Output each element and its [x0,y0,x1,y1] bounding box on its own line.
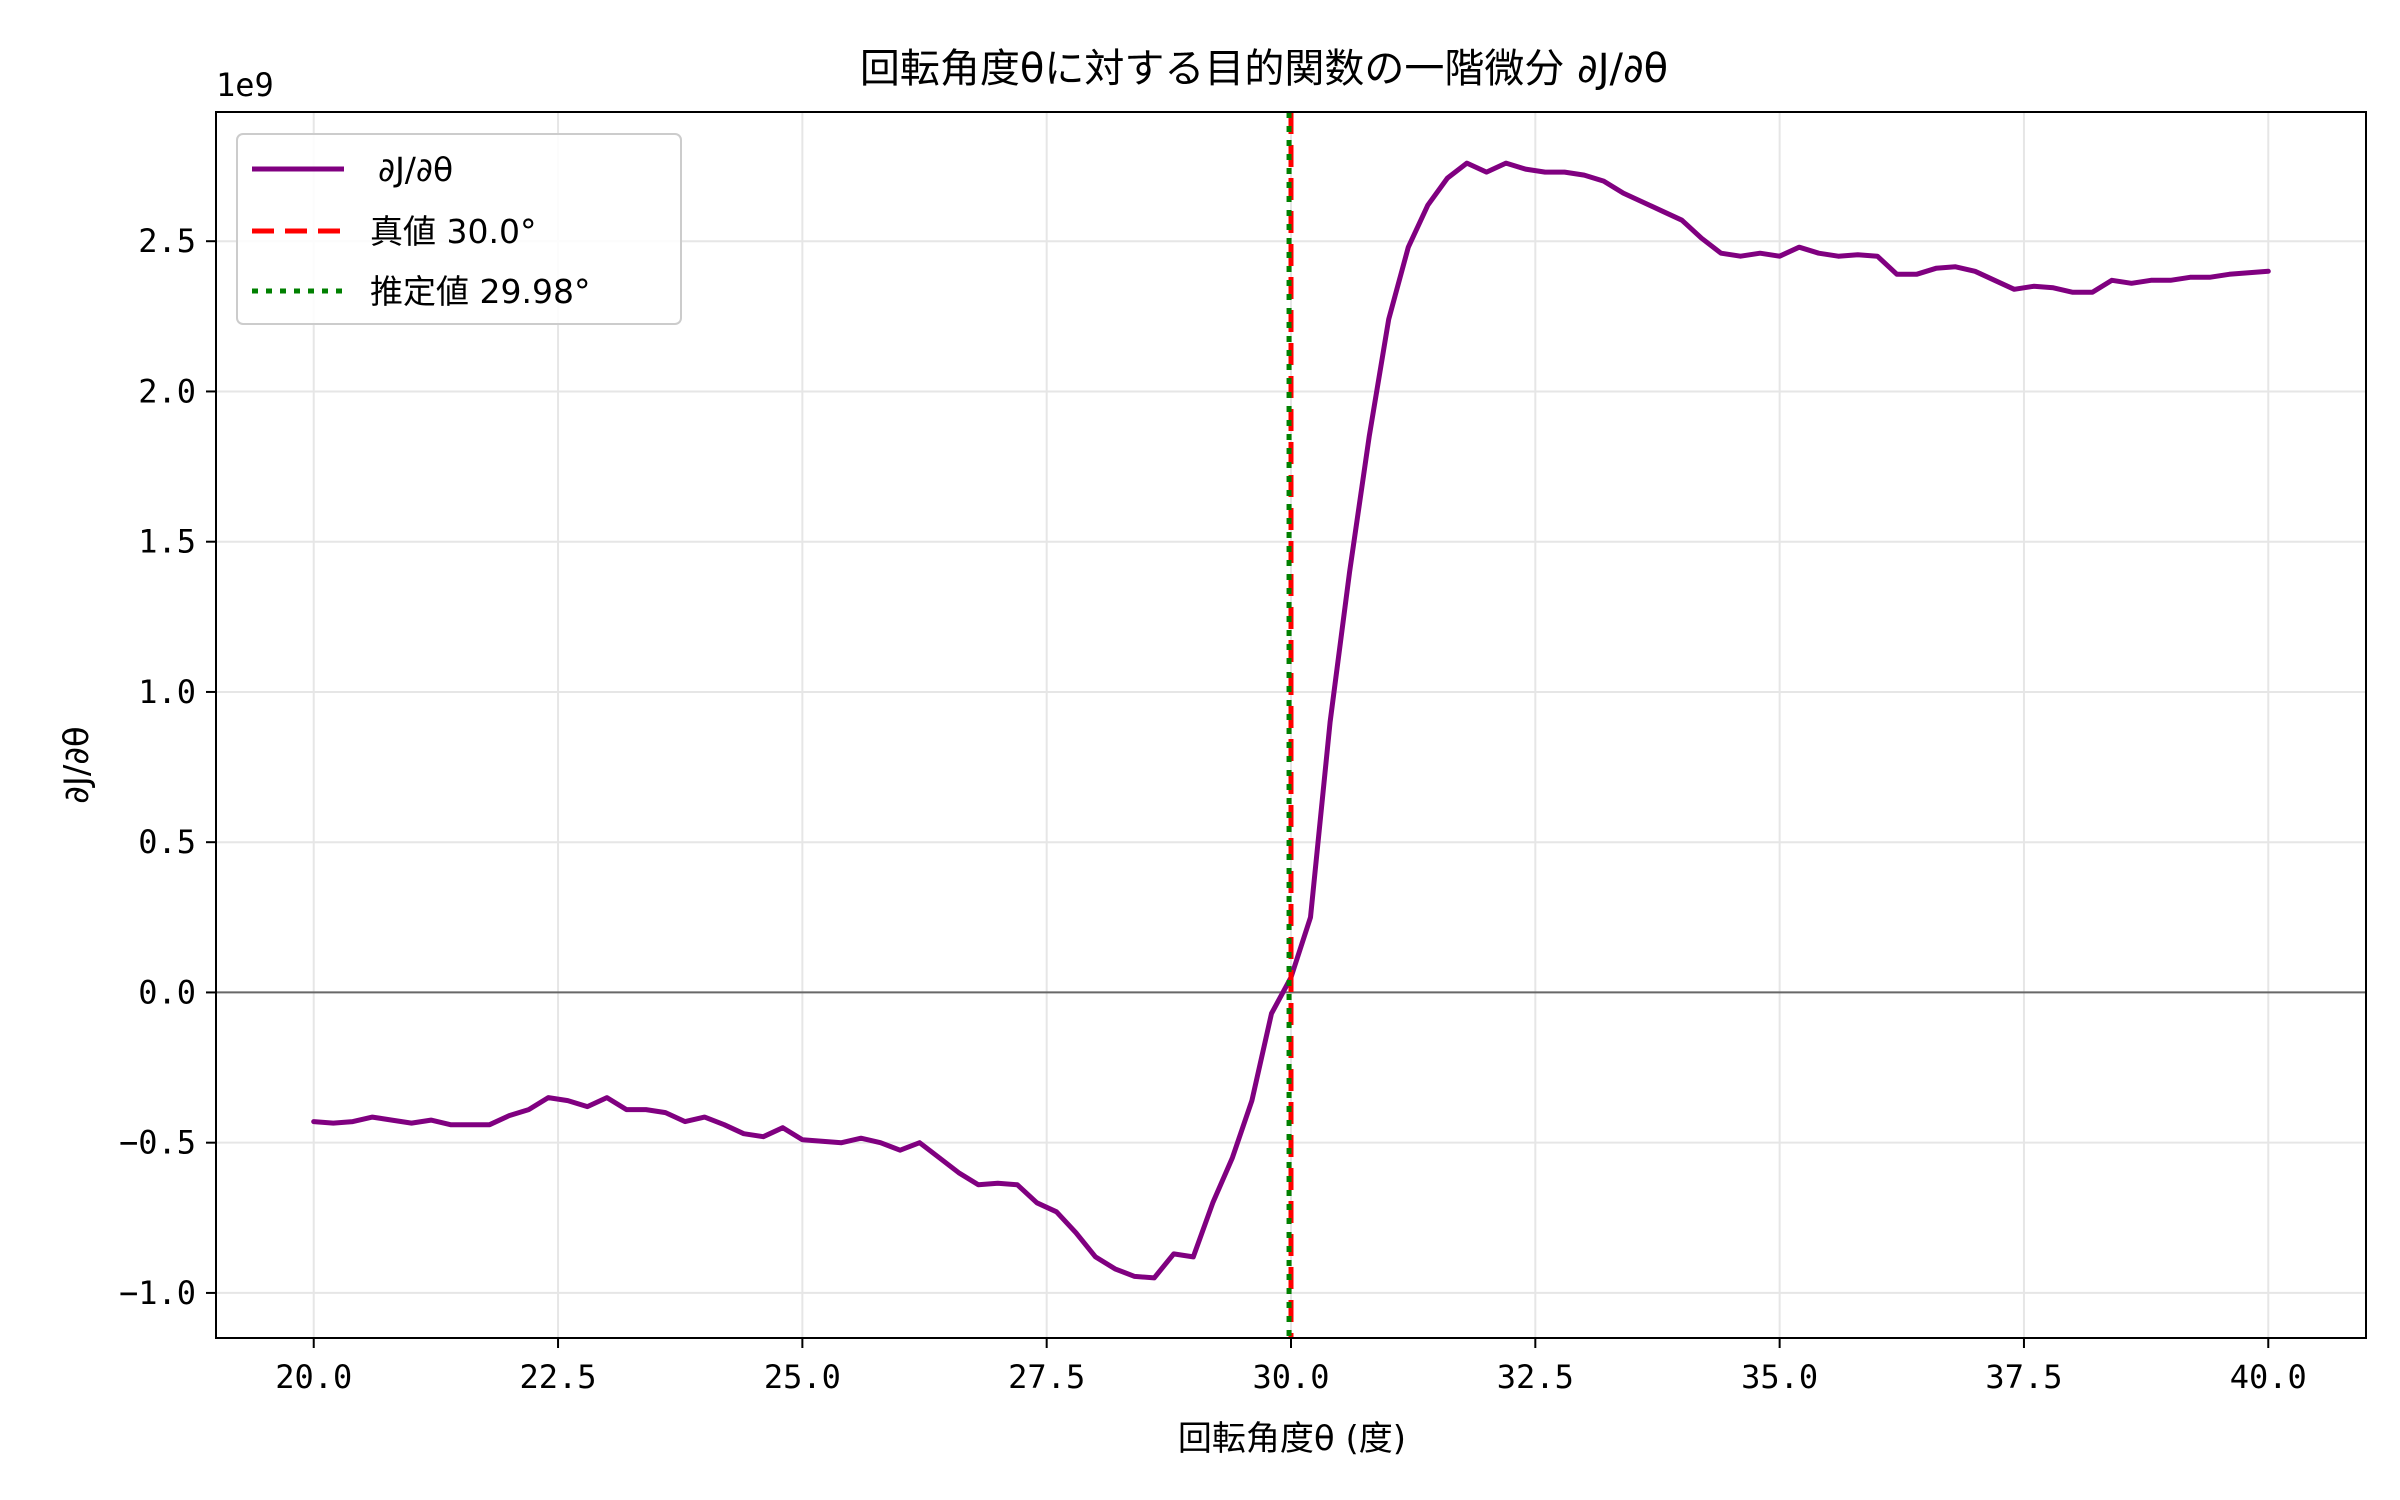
chart-title: 回転角度θに対する目的関数の一階微分 ∂J/∂θ [860,46,1668,92]
x-tick-label: 30.0 [1252,1358,1329,1396]
x-tick-label: 37.5 [1985,1358,2062,1396]
x-tick-label: 32.5 [1497,1358,1574,1396]
legend: ∂J/∂θ 真値 30.0° 推定値 29.98° [236,133,682,325]
legend-box [236,133,682,325]
x-tick-label: 27.5 [1008,1358,1085,1396]
y-tick-label: 0.5 [138,823,196,861]
y-tick-label: −0.5 [119,1124,196,1162]
y-tick-label: 0.0 [138,973,196,1011]
y-tick-label: 2.5 [138,222,196,260]
legend-label-derivative: ∂J/∂θ [378,150,453,189]
x-tick-label: 25.0 [764,1358,841,1396]
y-axis-label: ∂J/∂θ [57,726,97,803]
legend-label-estimated-value: 推定値 29.98° [370,272,590,311]
x-axis-label: 回転角度θ (度) [1178,1419,1406,1459]
y-tick-label: −1.0 [119,1274,196,1312]
y-axis-offset-label: 1e9 [216,66,274,104]
vertical-reference-lines [1286,112,1294,1338]
x-tick-label: 20.0 [275,1358,352,1396]
x-axis-ticks: 20.0 22.5 25.0 27.5 30.0 32.5 35.0 37.5 40.0 [275,1338,2307,1396]
y-tick-label: 1.5 [138,523,196,561]
y-tick-label: 1.0 [138,673,196,711]
y-tick-label: 2.0 [138,372,196,410]
legend-label-true-value: 真値 30.0° [370,212,536,251]
x-tick-label: 40.0 [2230,1358,2307,1396]
x-tick-label: 35.0 [1741,1358,1818,1396]
x-tick-label: 22.5 [520,1358,597,1396]
y-axis-ticks: −1.0 −0.5 0.0 0.5 1.0 1.5 2.0 2.5 [119,222,216,1312]
